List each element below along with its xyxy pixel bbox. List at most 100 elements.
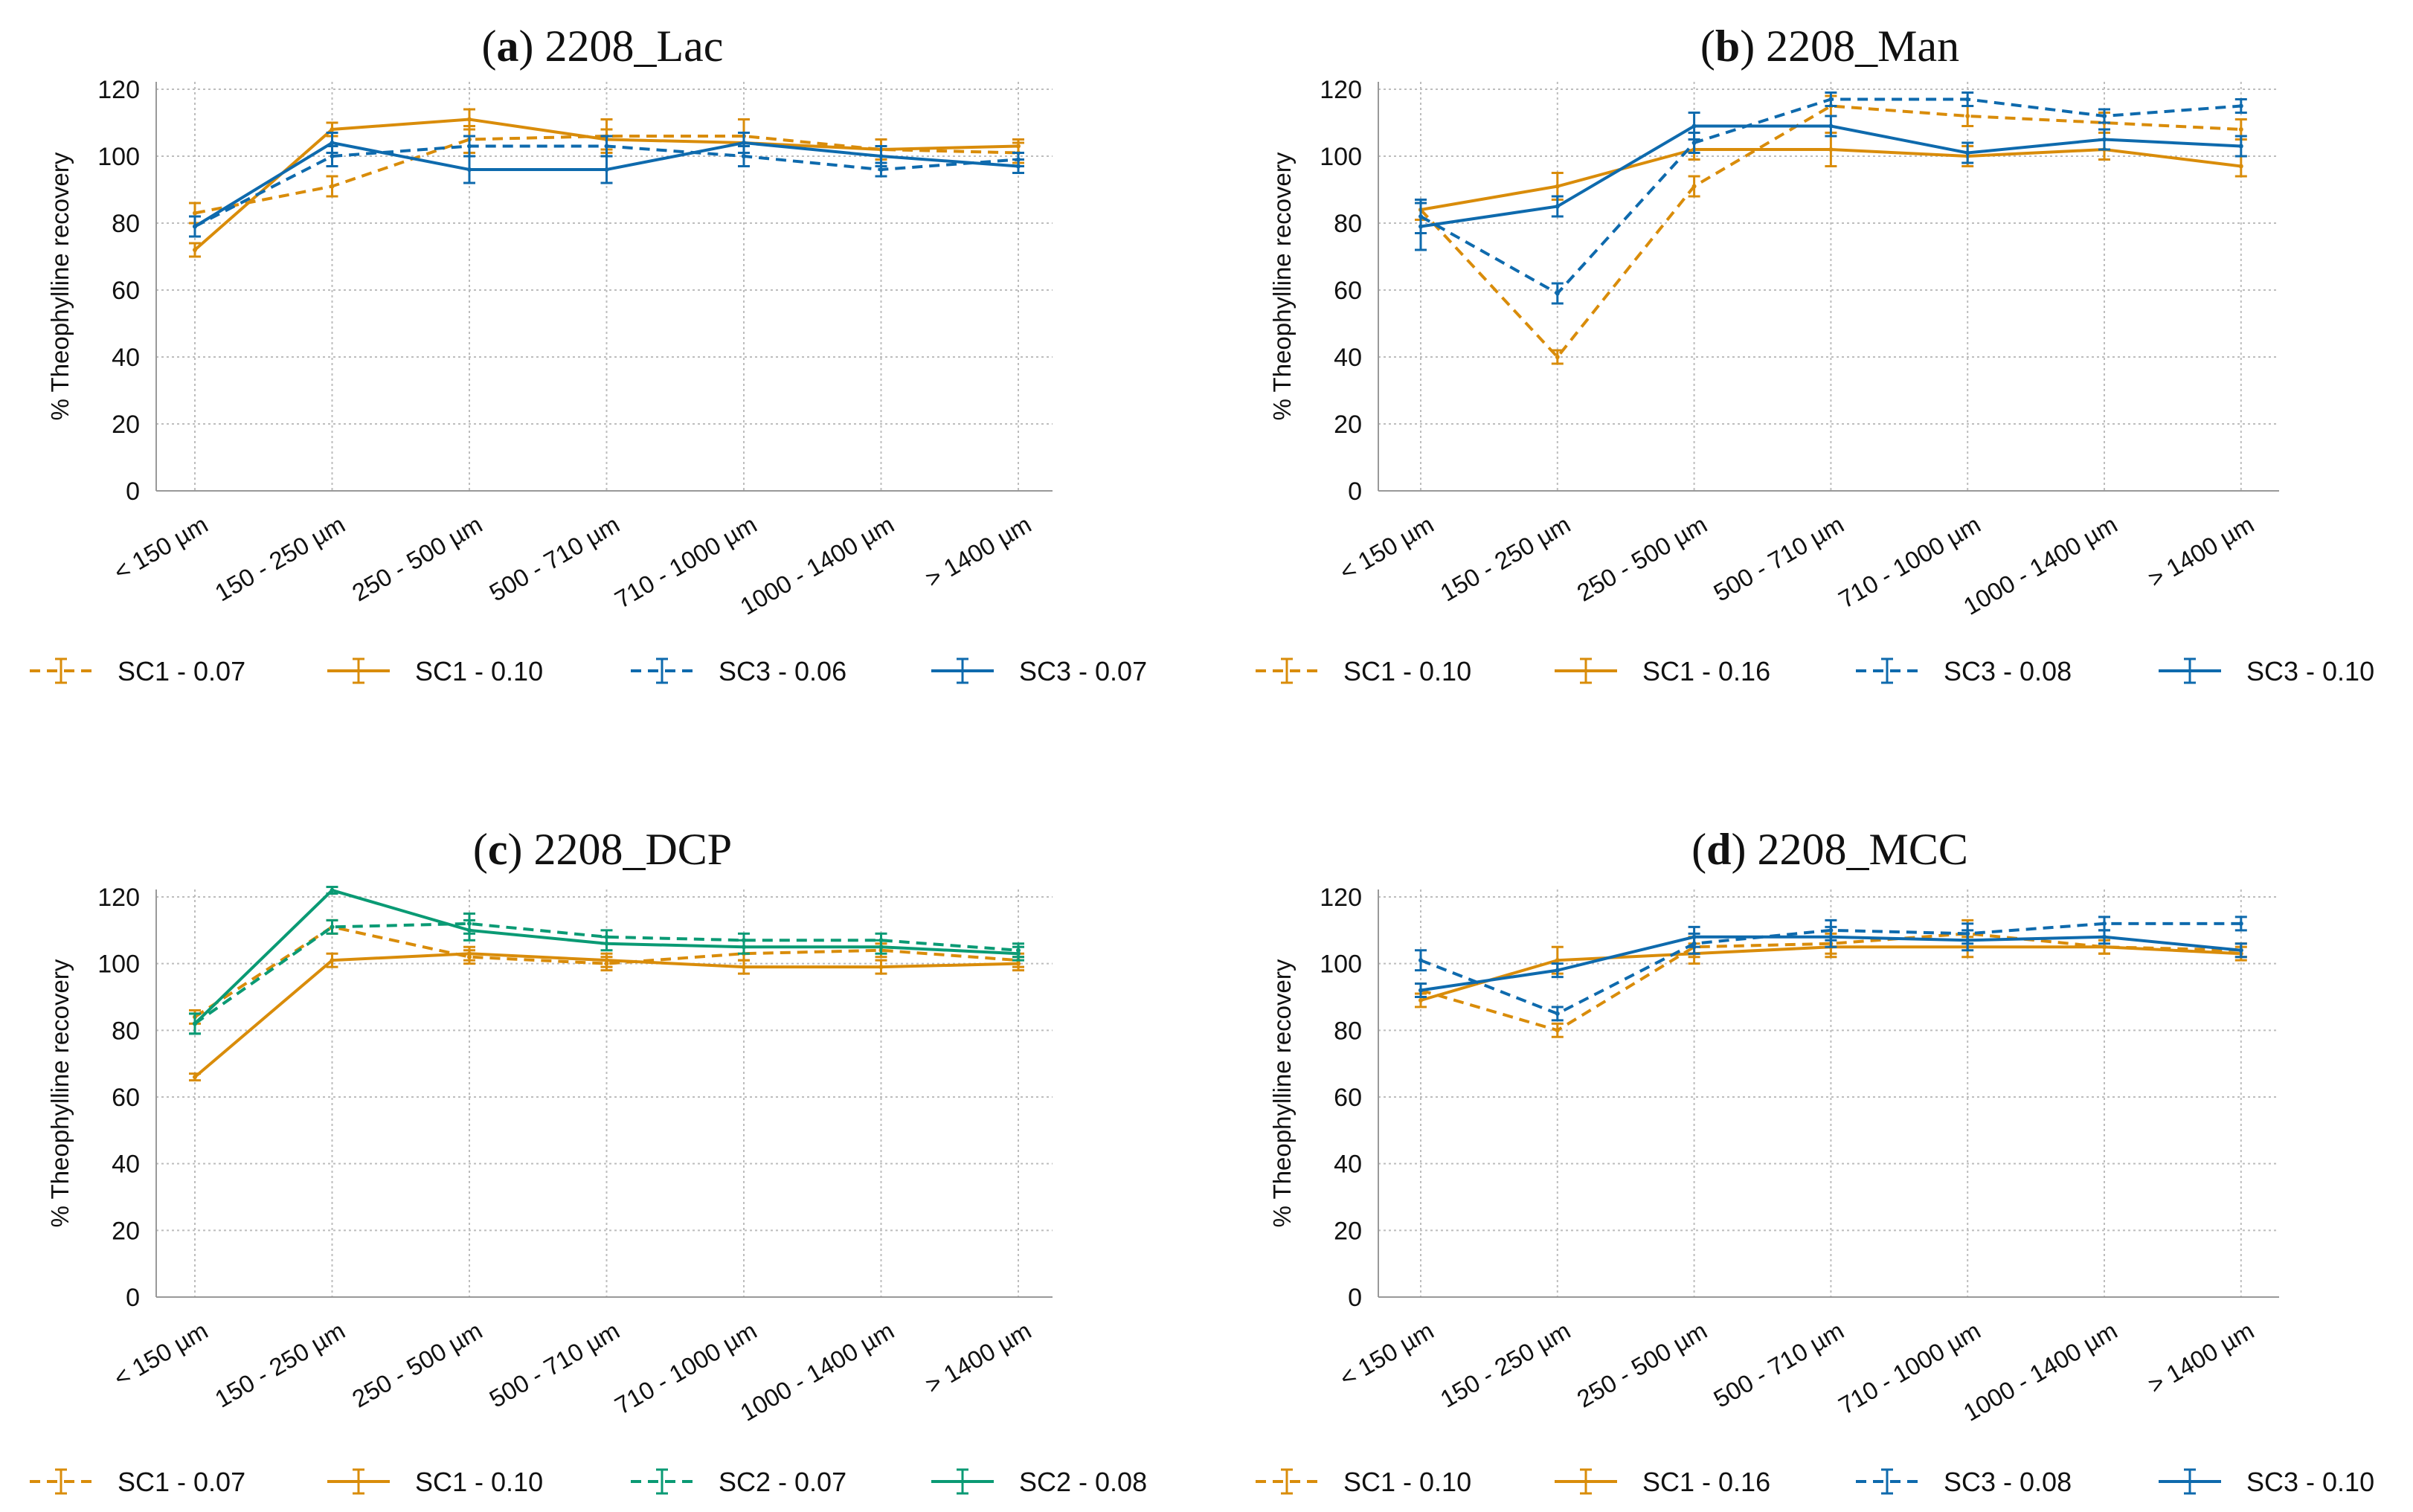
legend-entry: SC1 - 0.07 [30,656,245,686]
x-tick-label: 150 - 250 µm [1436,510,1575,607]
panel-title: (c) 2208_DCP [473,825,732,874]
data-point [1828,147,1834,152]
data-point [878,154,884,158]
legend-label: SC3 - 0.08 [1944,656,2072,686]
data-point [604,958,609,963]
data-point [1418,958,1423,963]
x-tick-label: < 150 µm [1334,1316,1438,1392]
data-point [878,167,884,172]
data-point [1965,938,1970,943]
data-point [193,1075,197,1080]
legend-entry: SC3 - 0.08 [1856,656,2072,686]
panel-title-letter: b [1715,22,1740,71]
panel-title: (d) 2208_MCC [1691,825,1968,874]
y-tick-label: 0 [1348,477,1362,506]
x-tick-label: > 1400 µm [2143,510,2258,593]
panel-title-open-paren: ( [1691,825,1706,874]
data-point [2102,945,2107,950]
x-tick-label: < 150 µm [109,510,212,586]
x-tick-label: 250 - 500 µm [347,510,486,607]
data-point [2102,934,2107,939]
legend-label: SC3 - 0.06 [719,656,846,686]
data-point [330,127,335,132]
y-tick-label: 100 [1320,950,1362,979]
data-point [604,941,609,946]
data-point [467,144,472,149]
legend-label: SC1 - 0.10 [415,1467,543,1497]
data-point [1555,1011,1560,1016]
data-point [1555,184,1560,189]
x-tick-label: 500 - 710 µm [485,1316,624,1413]
data-point [1828,934,1834,939]
data-point [2102,921,2107,926]
y-tick-label: 120 [97,884,140,912]
y-tick-label: 120 [1320,76,1362,104]
data-point [1418,224,1423,229]
legend-label: SC1 - 0.07 [118,656,245,686]
data-point [1555,204,1560,209]
x-tick-label: 150 - 250 µm [211,510,350,607]
data-point [2238,127,2243,132]
y-tick-label: 40 [1334,1151,1362,1179]
y-axis-label: % Theophylline recovery [46,959,74,1227]
data-point [1555,968,1560,973]
data-point [604,144,609,149]
panel-title: (b) 2208_Man [1700,22,1959,71]
y-tick-label: 40 [112,344,140,372]
x-tick-label: 150 - 250 µm [1436,1316,1575,1413]
y-tick-label: 80 [112,1017,140,1045]
legend-label: SC1 - 0.16 [1642,656,1770,686]
y-tick-label: 20 [112,1217,140,1245]
data-point [2238,164,2243,169]
legend-entry: SC3 - 0.08 [1856,1467,2072,1497]
data-point [1691,184,1697,189]
y-tick-label: 60 [1334,277,1362,305]
data-point [2102,114,2107,118]
legend-label: SC3 - 0.10 [2246,1467,2374,1497]
panel-title-letter: c [488,825,508,874]
x-tick-label: 250 - 500 µm [347,1316,486,1413]
data-point [1555,291,1560,296]
series-sc3-0-07 [189,132,1024,238]
data-point [1418,997,1423,1003]
series-sc3-0-10 [1415,112,2247,251]
y-tick-label: 40 [112,1151,140,1179]
data-point [2238,144,2243,149]
data-point [1555,355,1560,359]
y-axis-label: % Theophylline recovery [1268,959,1296,1227]
series-sc2-0-08 [189,886,1024,1035]
legend-entry: SC3 - 0.10 [2159,656,2374,686]
y-tick-label: 20 [1334,411,1362,439]
legend-label: SC1 - 0.10 [1343,1467,1471,1497]
y-tick-label: 100 [1320,143,1362,171]
legend-entry: SC1 - 0.16 [1555,1467,1770,1497]
x-tick-label: 1000 - 1400 µm [736,1316,899,1426]
data-point [330,958,335,963]
data-point [467,117,472,122]
panel-title-open-paren: ( [1700,22,1715,71]
legend-label: SC1 - 0.10 [415,656,543,686]
x-tick-label: > 1400 µm [921,1316,1036,1399]
legend-label: SC3 - 0.10 [2246,656,2374,686]
data-point [742,965,746,970]
data-point [742,945,746,950]
x-tick-label: 1000 - 1400 µm [1959,510,2121,620]
panel-title-letter: a [497,22,519,71]
data-point [604,167,609,172]
panel-title: (a) 2208_Lac [482,22,724,71]
data-point [193,1021,197,1026]
panel-title-text: 2208_Lac [545,22,724,71]
data-point [742,141,746,145]
legend-entry: SC3 - 0.10 [2159,1467,2374,1497]
data-point [467,167,472,172]
data-point [1691,141,1697,145]
data-point [2238,948,2243,953]
data-point [1965,97,1970,102]
y-tick-label: 0 [126,477,140,506]
x-tick-label: 500 - 710 µm [1709,510,1848,607]
